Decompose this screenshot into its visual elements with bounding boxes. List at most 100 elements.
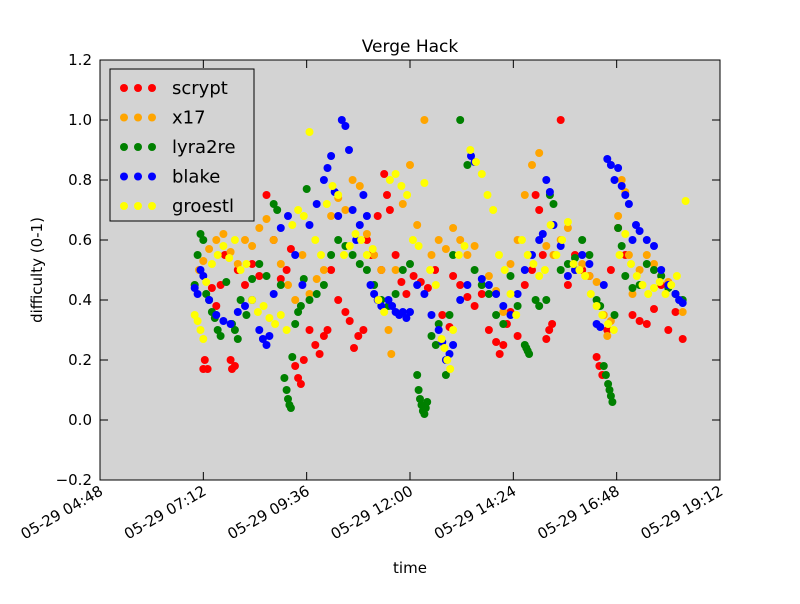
data-point-lyra2re bbox=[391, 290, 400, 298]
data-point-groestl bbox=[414, 242, 423, 250]
data-point-blake bbox=[463, 281, 472, 289]
data-point-x17 bbox=[420, 116, 429, 124]
data-point-scrypt bbox=[528, 266, 536, 274]
data-point-groestl bbox=[460, 242, 469, 250]
data-point-blake bbox=[545, 188, 554, 196]
data-point-scrypt bbox=[603, 326, 612, 334]
data-point-blake bbox=[596, 323, 605, 331]
data-point-blake bbox=[334, 212, 343, 220]
data-point-lyra2re bbox=[302, 185, 311, 193]
data-point-blake bbox=[427, 311, 436, 319]
data-point-x17 bbox=[291, 296, 300, 304]
data-point-x17 bbox=[387, 350, 396, 358]
data-point-x17 bbox=[248, 242, 257, 250]
data-point-blake bbox=[377, 302, 386, 310]
data-point-lyra2re bbox=[434, 320, 443, 328]
data-point-x17 bbox=[284, 281, 292, 289]
data-point-lyra2re bbox=[431, 341, 440, 349]
data-point-groestl bbox=[259, 302, 268, 310]
chart-title: Verge Hack bbox=[362, 37, 459, 57]
data-point-scrypt bbox=[383, 191, 391, 199]
data-point-scrypt bbox=[380, 170, 389, 178]
data-point-groestl bbox=[380, 308, 389, 316]
data-point-scrypt bbox=[556, 116, 565, 124]
data-point-blake bbox=[298, 281, 307, 289]
data-point-scrypt bbox=[294, 374, 303, 382]
data-point-x17 bbox=[384, 326, 393, 334]
data-point-groestl bbox=[615, 251, 624, 259]
data-point-lyra2re bbox=[398, 266, 407, 274]
data-point-groestl bbox=[391, 170, 400, 178]
data-point-groestl bbox=[489, 206, 498, 214]
data-point-groestl bbox=[627, 260, 635, 268]
data-point-x17 bbox=[470, 242, 479, 250]
data-point-lyra2re bbox=[463, 161, 472, 169]
data-point-groestl bbox=[529, 260, 538, 268]
data-point-x17 bbox=[642, 251, 651, 259]
data-point-groestl bbox=[294, 206, 303, 214]
data-point-blake bbox=[348, 206, 357, 214]
data-point-blake bbox=[624, 200, 633, 208]
data-point-lyra2re bbox=[513, 302, 522, 310]
data-point-blake bbox=[513, 290, 522, 298]
data-point-blake bbox=[402, 314, 411, 322]
data-point-groestl bbox=[644, 290, 653, 298]
data-point-lyra2re bbox=[296, 302, 305, 310]
data-point-lyra2re bbox=[492, 311, 501, 319]
y-axis-title: difficulty (0-1) bbox=[28, 217, 46, 323]
data-point-scrypt bbox=[350, 344, 358, 352]
data-point-x17 bbox=[578, 260, 587, 268]
data-point-blake bbox=[499, 302, 508, 310]
data-point-x17 bbox=[312, 275, 321, 283]
data-point-lyra2re bbox=[216, 332, 225, 340]
data-points bbox=[190, 116, 690, 418]
data-point-x17 bbox=[635, 266, 644, 274]
data-point-x17 bbox=[463, 251, 472, 259]
data-point-blake bbox=[456, 296, 465, 304]
data-point-blake bbox=[621, 191, 630, 199]
data-point-blake bbox=[327, 152, 336, 160]
data-point-x17 bbox=[614, 212, 623, 220]
data-point-blake bbox=[614, 164, 623, 172]
data-point-blake bbox=[606, 161, 615, 169]
data-point-lyra2re bbox=[605, 386, 614, 394]
data-point-groestl bbox=[362, 251, 371, 259]
data-point-groestl bbox=[517, 236, 526, 244]
data-point-blake bbox=[362, 212, 371, 220]
data-point-lyra2re bbox=[199, 236, 208, 244]
data-point-lyra2re bbox=[421, 404, 430, 412]
data-point-groestl bbox=[621, 230, 630, 238]
data-point-x17 bbox=[528, 161, 536, 169]
data-point-scrypt bbox=[315, 350, 324, 358]
data-point-blake bbox=[384, 296, 393, 304]
data-point-lyra2re bbox=[327, 251, 336, 259]
data-point-blake bbox=[284, 212, 292, 220]
data-point-x17 bbox=[456, 236, 465, 244]
data-point-x17 bbox=[341, 206, 350, 214]
data-point-groestl bbox=[207, 260, 216, 268]
data-point-lyra2re bbox=[213, 326, 222, 334]
data-point-blake bbox=[262, 341, 271, 349]
data-point-x17 bbox=[520, 191, 529, 199]
data-point-groestl bbox=[322, 200, 331, 208]
data-point-groestl bbox=[374, 296, 383, 304]
data-point-groestl bbox=[575, 266, 584, 274]
data-point-scrypt bbox=[449, 272, 458, 280]
data-point-scrypt bbox=[226, 356, 235, 364]
data-point-scrypt bbox=[635, 317, 644, 325]
data-point-lyra2re bbox=[288, 353, 297, 361]
data-point-lyra2re bbox=[592, 296, 601, 304]
data-point-scrypt bbox=[402, 290, 411, 298]
data-point-lyra2re bbox=[282, 386, 291, 394]
data-point-x17 bbox=[535, 149, 544, 157]
legend-marker-lyra2re bbox=[148, 143, 156, 151]
data-point-scrypt bbox=[513, 332, 522, 340]
data-point-groestl bbox=[305, 128, 314, 136]
data-point-groestl bbox=[317, 251, 325, 259]
data-point-blake bbox=[535, 236, 544, 244]
y-tick-label: 0.2 bbox=[68, 351, 92, 369]
legend-marker-scrypt bbox=[134, 84, 142, 92]
data-point-scrypt bbox=[203, 365, 212, 373]
data-point-x17 bbox=[563, 224, 572, 232]
data-point-blake bbox=[467, 152, 475, 160]
